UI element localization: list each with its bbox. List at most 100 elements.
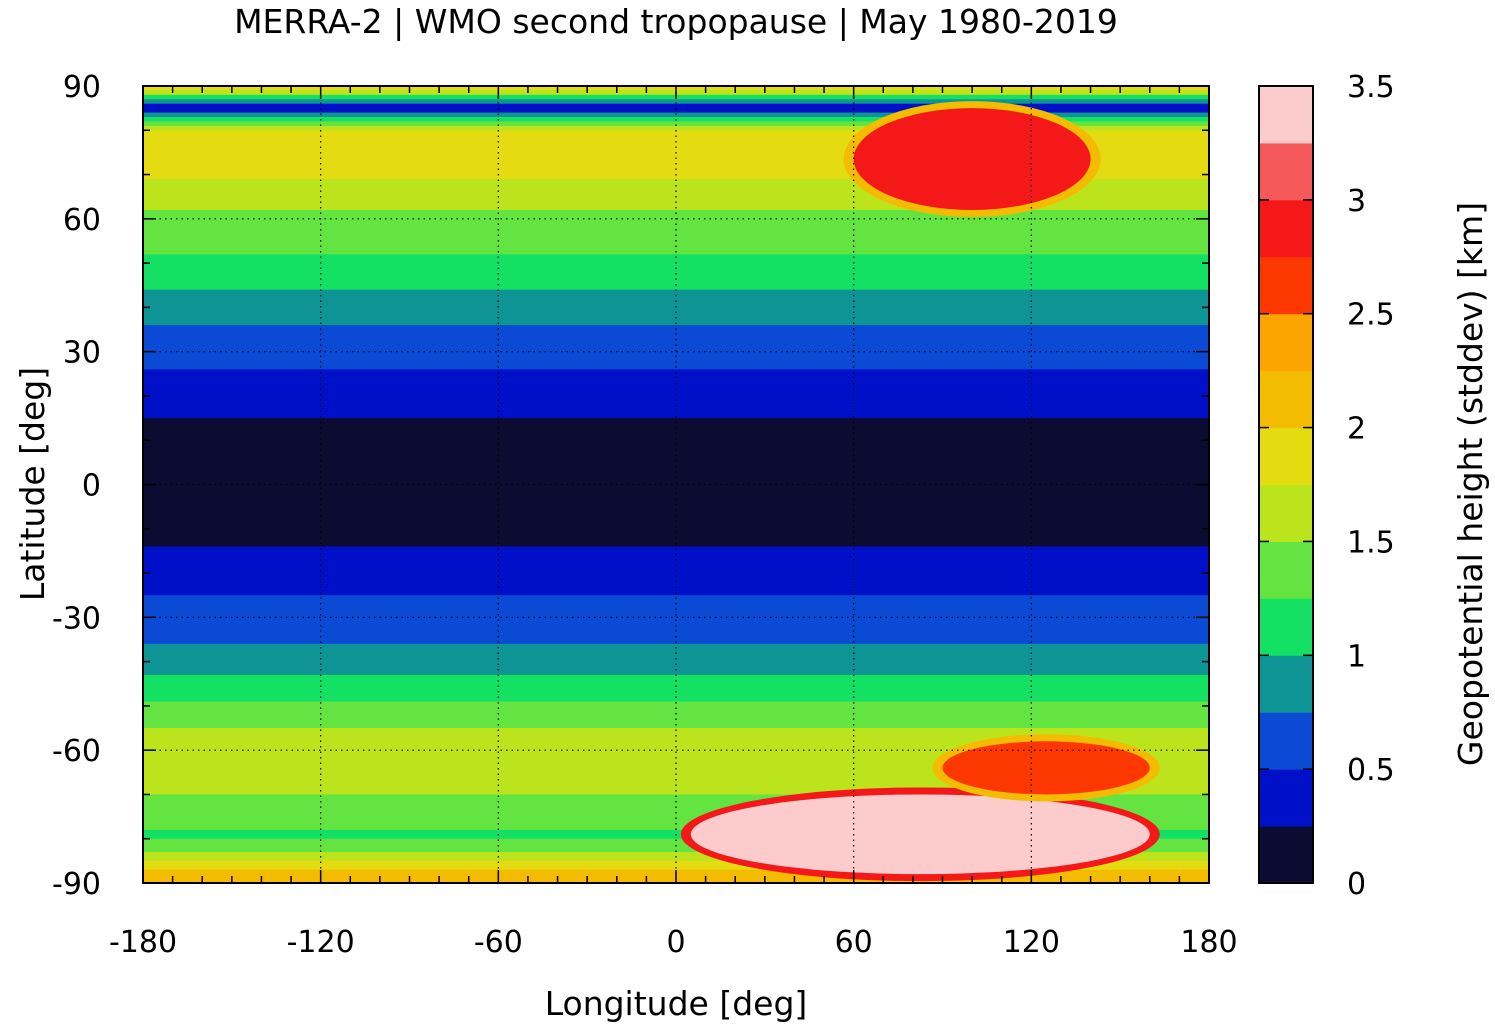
x-tick-label: -180 (109, 925, 177, 960)
heatmap-band (143, 369, 1209, 375)
plot-area (143, 86, 1209, 883)
heatmap-band (143, 267, 1209, 273)
heatmap-band (143, 360, 1209, 366)
heatmap-band (143, 471, 1209, 477)
heatmap-band (143, 741, 1209, 747)
heatmap-band (143, 688, 1209, 694)
heatmap-band (143, 280, 1209, 286)
heatmap-band (143, 311, 1209, 317)
y-axis-label: Latitude [deg] (13, 367, 52, 601)
heatmap-band (143, 635, 1209, 641)
heatmap-band (143, 112, 1209, 118)
heatmap-band (143, 648, 1209, 654)
colorbar-swatch (1259, 256, 1313, 315)
colorbar-swatch (1259, 484, 1313, 542)
heatmap-band (143, 418, 1209, 424)
heatmap-band (143, 856, 1209, 862)
chart-title: MERRA-2 | WMO second tropopause | May 19… (234, 2, 1118, 41)
heatmap-band (143, 790, 1209, 796)
heatmap-band (143, 785, 1209, 791)
heatmap-band (143, 670, 1209, 676)
heatmap-band (143, 719, 1209, 725)
x-tick-label: 120 (1003, 925, 1060, 960)
heatmap-band (143, 400, 1209, 406)
heatmap-band (143, 732, 1209, 738)
heatmap-band (143, 178, 1209, 185)
x-tick-label: 60 (835, 925, 873, 960)
heatmap-band (143, 143, 1209, 149)
heatmap-band (143, 351, 1209, 357)
heatmap-band (143, 316, 1209, 322)
heatmap-band (143, 422, 1209, 428)
heatmap-band (143, 125, 1209, 131)
gridlines (143, 86, 1209, 883)
y-tick-label: -30 (52, 601, 101, 636)
colorbar-swatch (1259, 826, 1313, 884)
y-tick-label: -60 (52, 734, 101, 769)
heatmap-band (143, 170, 1209, 176)
heatmap-band (143, 302, 1209, 308)
heatmap-band (143, 692, 1209, 698)
heatmap-feature (690, 794, 1150, 875)
colorbar-tick-label: 0 (1347, 867, 1366, 902)
heatmap-band (143, 506, 1209, 512)
colorbar-frame (1258, 85, 1314, 884)
heatmap-band (143, 201, 1209, 207)
heatmap-band (143, 608, 1209, 614)
heatmap-band (143, 156, 1209, 162)
heatmap-band (143, 453, 1209, 459)
heatmap-band (143, 533, 1209, 539)
heatmap-band (143, 373, 1209, 379)
heatmap-band (143, 347, 1209, 353)
heatmap-band (143, 121, 1209, 127)
heatmap-band (143, 745, 1209, 751)
colorbar-tick-label: 1 (1347, 639, 1366, 674)
heatmap-band (143, 604, 1209, 610)
heatmap-band (143, 852, 1209, 858)
heatmap-band (143, 736, 1209, 742)
heatmap-band (143, 679, 1209, 685)
heatmap-band (143, 147, 1209, 154)
heatmap-band (143, 581, 1209, 587)
heatmap-band (143, 829, 1209, 835)
colorbar-swatch (1259, 142, 1313, 201)
heatmap-band (143, 697, 1209, 703)
heatmap-band (143, 493, 1209, 499)
heatmap-band (143, 382, 1209, 388)
x-axis-label: Longitude [deg] (545, 984, 808, 1023)
heatmap-band (143, 626, 1209, 632)
heatmap-band (143, 462, 1209, 468)
heatmap-band (143, 258, 1209, 264)
heatmap-band (143, 174, 1209, 180)
heatmap-band (143, 196, 1209, 202)
colorbar-tick-label: 0.5 (1347, 753, 1395, 788)
heatmap-band (143, 404, 1209, 410)
heatmap-band (143, 847, 1209, 853)
heatmap-band (143, 245, 1209, 251)
heatmap-band (143, 807, 1209, 813)
colorbar-swatch (1259, 199, 1313, 258)
heatmap-band (143, 103, 1209, 109)
colorbar (1259, 86, 1313, 884)
x-tick-label: 0 (666, 925, 685, 960)
heatmap-band (143, 803, 1209, 809)
heatmap-band (143, 130, 1209, 136)
heatmap-band (143, 449, 1209, 455)
heatmap-band (143, 599, 1209, 605)
heatmap-band (143, 666, 1209, 672)
heatmap-band (143, 475, 1209, 481)
heatmap-band (143, 714, 1209, 720)
heatmap-band (143, 701, 1209, 707)
heatmap-band (143, 652, 1209, 658)
heatmap-band (143, 511, 1209, 517)
heatmap-band (143, 621, 1209, 627)
y-tick-label: 0 (82, 469, 101, 504)
heatmap-band (143, 294, 1209, 300)
heatmap-band (143, 108, 1209, 114)
heatmap-band (143, 395, 1209, 401)
heatmap-band (143, 356, 1209, 362)
heatmap-band (143, 263, 1209, 269)
heatmap-band (143, 325, 1209, 331)
y-axis: 90 60 30 0 -30 -60 -90 (52, 70, 1209, 902)
x-tick-label: 180 (1180, 925, 1237, 960)
